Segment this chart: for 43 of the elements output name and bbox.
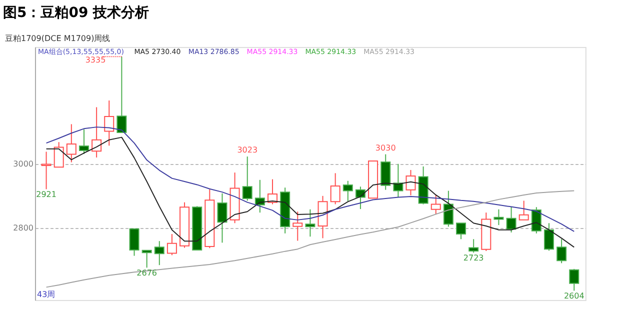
- candlestick: [406, 169, 416, 196]
- candlestick: [494, 208, 504, 226]
- candlestick: [104, 100, 114, 146]
- y-tick-label: 3000: [13, 159, 34, 168]
- candlestick: [54, 142, 64, 168]
- candlestick: [66, 124, 76, 163]
- annotation: 3030: [375, 143, 396, 152]
- candlestick: [380, 154, 391, 190]
- candlestick: [456, 222, 466, 240]
- candlestick: [342, 180, 353, 202]
- annotation: 43周: [37, 290, 56, 299]
- candlestick: [154, 240, 164, 266]
- chart-title: 图5：豆粕09 技术分析: [3, 5, 150, 21]
- annotation: 2723: [463, 254, 484, 263]
- annotation: 3023: [237, 146, 258, 155]
- candlestick: [129, 228, 140, 256]
- chart-subtitle: 豆粕1709(DCE M1709)周线: [5, 34, 110, 43]
- candlestick: [268, 178, 278, 205]
- candlestick: [468, 238, 479, 254]
- candlestick: [41, 151, 52, 190]
- candlestick: [217, 192, 228, 244]
- candlestick: [443, 190, 454, 228]
- candlestick: [305, 208, 316, 238]
- candlestick: [116, 56, 127, 134]
- candlestick: [330, 172, 340, 205]
- y-tick-label: 2800: [13, 223, 34, 232]
- candlestick: [393, 163, 404, 198]
- candlestick: [518, 200, 529, 220]
- candlestick: [556, 238, 567, 264]
- candlestick: [242, 156, 252, 202]
- annotation: 2604: [564, 292, 584, 301]
- candlestick: [292, 211, 303, 242]
- candlestick: [531, 206, 542, 234]
- candlestick: [430, 194, 441, 215]
- candlestick: [166, 234, 177, 256]
- candlestick: [544, 222, 554, 252]
- annotation: 3335: [85, 56, 106, 65]
- candlestick: [506, 206, 516, 233]
- candlestick: [78, 128, 89, 154]
- candlestick: [569, 268, 580, 292]
- annotation: 2676: [136, 268, 158, 278]
- annotation: 2921: [36, 190, 56, 200]
- candlestick: [142, 250, 152, 268]
